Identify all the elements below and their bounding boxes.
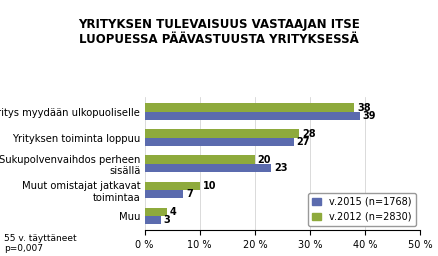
Text: 27: 27 (296, 137, 310, 147)
Bar (145, 190, 183, 198)
Bar (145, 208, 166, 216)
Text: 4: 4 (170, 207, 176, 217)
Bar (145, 103, 354, 112)
Text: 20: 20 (258, 155, 271, 165)
Bar (145, 138, 293, 146)
Bar (145, 216, 161, 224)
Bar (145, 130, 299, 138)
Bar (145, 155, 255, 164)
Text: 39: 39 (363, 111, 376, 121)
Text: 38: 38 (357, 102, 371, 112)
Bar (145, 164, 272, 172)
Text: 23: 23 (274, 163, 288, 173)
Bar (145, 182, 200, 190)
Text: 10: 10 (202, 181, 216, 191)
Text: 7: 7 (186, 189, 193, 199)
Text: 28: 28 (302, 129, 315, 138)
Legend: v.2015 (n=1768), v.2012 (n=2830): v.2015 (n=1768), v.2012 (n=2830) (308, 193, 416, 226)
Text: YRITYKSEN TULEVAISUUS VASTAAJAN ITSE
LUOPUESSA PÄÄVASTUUSTA YRITYKSESSÄ: YRITYKSEN TULEVAISUUS VASTAAJAN ITSE LUO… (78, 18, 360, 46)
Bar (145, 112, 360, 120)
Text: 3: 3 (164, 215, 171, 225)
Text: 55 v. täyttäneet
p=0,007: 55 v. täyttäneet p=0,007 (4, 234, 77, 253)
